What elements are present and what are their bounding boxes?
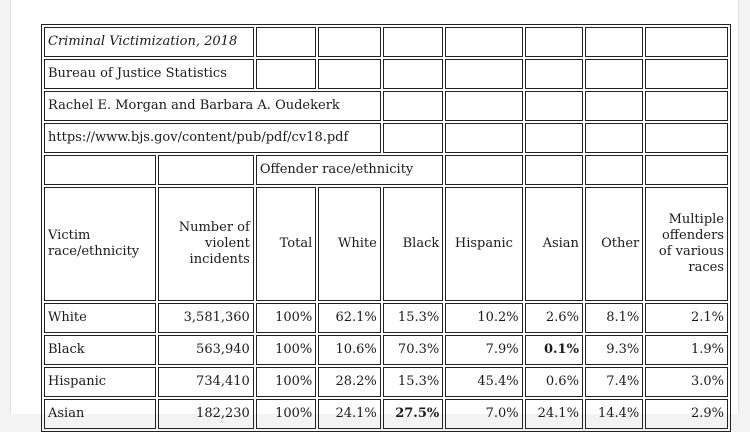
- incidents-cell: 734,410: [158, 367, 254, 397]
- col-asian: Asian: [524, 187, 583, 301]
- white-cell: 28.2%: [318, 367, 381, 397]
- table-row: Asian 182,230 100% 24.1% 27.5% 7.0% 24.1…: [44, 399, 728, 429]
- col-hispanic: Hispanic: [445, 187, 523, 301]
- page: Criminal Victimization, 2018 Bureau of J…: [10, 0, 739, 432]
- title-row: Criminal Victimization, 2018: [44, 27, 728, 57]
- black-cell: 27.5%: [382, 399, 444, 429]
- other-cell: 14.4%: [584, 399, 644, 429]
- col-white: White: [318, 187, 381, 301]
- col-multiple: Multiple offenders of various races: [645, 187, 728, 301]
- incidents-cell: 182,230: [158, 399, 254, 429]
- asian-cell: 0.6%: [524, 367, 583, 397]
- multiple-cell: 2.9%: [645, 399, 728, 429]
- col-total: Total: [255, 187, 317, 301]
- victimization-table: Criminal Victimization, 2018 Bureau of J…: [41, 24, 731, 432]
- total-cell: 100%: [255, 399, 317, 429]
- white-cell: 24.1%: [318, 399, 381, 429]
- asian-cell: 2.6%: [524, 303, 583, 333]
- white-cell: 62.1%: [318, 303, 381, 333]
- black-cell: 15.3%: [382, 303, 444, 333]
- table-row: White 3,581,360 100% 62.1% 15.3% 10.2% 2…: [44, 303, 728, 333]
- report-title: Criminal Victimization, 2018: [44, 27, 254, 57]
- agency-name: Bureau of Justice Statistics: [44, 59, 254, 89]
- victim-cell: Asian: [44, 399, 157, 429]
- black-cell: 15.3%: [382, 367, 444, 397]
- black-cell: 70.3%: [382, 335, 444, 365]
- incidents-cell: 3,581,360: [158, 303, 254, 333]
- hispanic-cell: 10.2%: [445, 303, 523, 333]
- offender-group-header: Offender race/ethnicity: [255, 155, 444, 185]
- table-row: Black 563,940 100% 10.6% 70.3% 7.9% 0.1%…: [44, 335, 728, 365]
- col-incidents: Number of violent incidents: [158, 187, 254, 301]
- total-cell: 100%: [255, 367, 317, 397]
- authors-row: Rachel E. Morgan and Barbara A. Oudekerk: [44, 91, 728, 121]
- col-other: Other: [584, 187, 644, 301]
- hispanic-cell: 7.0%: [445, 399, 523, 429]
- other-cell: 9.3%: [584, 335, 644, 365]
- asian-cell: 24.1%: [524, 399, 583, 429]
- hispanic-cell: 45.4%: [445, 367, 523, 397]
- url-row: https://www.bjs.gov/content/pub/pdf/cv18…: [44, 123, 728, 153]
- column-header-row: Victim race/ethnicity Number of violent …: [44, 187, 728, 301]
- col-victim: Victim race/ethnicity: [44, 187, 157, 301]
- agency-row: Bureau of Justice Statistics: [44, 59, 728, 89]
- total-cell: 100%: [255, 303, 317, 333]
- authors: Rachel E. Morgan and Barbara A. Oudekerk: [44, 91, 381, 121]
- source-url: https://www.bjs.gov/content/pub/pdf/cv18…: [44, 123, 381, 153]
- group-header-row: Offender race/ethnicity: [44, 155, 728, 185]
- multiple-cell: 3.0%: [645, 367, 728, 397]
- hispanic-cell: 7.9%: [445, 335, 523, 365]
- incidents-cell: 563,940: [158, 335, 254, 365]
- other-cell: 7.4%: [584, 367, 644, 397]
- white-cell: 10.6%: [318, 335, 381, 365]
- victim-cell: White: [44, 303, 157, 333]
- total-cell: 100%: [255, 335, 317, 365]
- other-cell: 8.1%: [584, 303, 644, 333]
- victim-cell: Black: [44, 335, 157, 365]
- asian-cell: 0.1%: [524, 335, 583, 365]
- multiple-cell: 2.1%: [645, 303, 728, 333]
- victim-cell: Hispanic: [44, 367, 157, 397]
- table-row: Hispanic 734,410 100% 28.2% 15.3% 45.4% …: [44, 367, 728, 397]
- multiple-cell: 1.9%: [645, 335, 728, 365]
- col-black: Black: [382, 187, 444, 301]
